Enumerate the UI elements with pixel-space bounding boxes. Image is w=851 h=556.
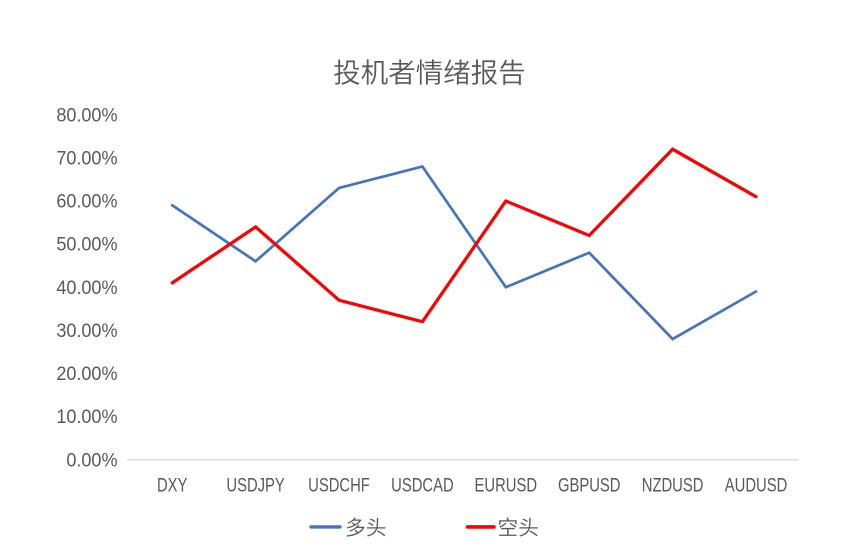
svg-text:20.00%: 20.00% [56, 363, 117, 385]
svg-text:DXY: DXY [157, 475, 187, 496]
svg-text:USDJPY: USDJPY [226, 475, 284, 496]
svg-text:70.00%: 70.00% [56, 147, 117, 169]
svg-text:USDCHF: USDCHF [308, 475, 370, 496]
svg-text:50.00%: 50.00% [56, 233, 117, 255]
svg-text:10.00%: 10.00% [56, 406, 117, 428]
svg-text:AUDUSD: AUDUSD [725, 475, 788, 496]
svg-text:GBPUSD: GBPUSD [558, 475, 621, 496]
svg-text:30.00%: 30.00% [56, 319, 117, 341]
svg-text:NZDUSD: NZDUSD [642, 475, 704, 496]
svg-text:40.00%: 40.00% [56, 276, 117, 298]
svg-text:EURUSD: EURUSD [475, 475, 538, 496]
svg-text:USDCAD: USDCAD [391, 475, 454, 496]
svg-text:60.00%: 60.00% [56, 190, 117, 212]
svg-text:80.00%: 80.00% [56, 104, 117, 126]
svg-text:0.00%: 0.00% [66, 449, 117, 471]
